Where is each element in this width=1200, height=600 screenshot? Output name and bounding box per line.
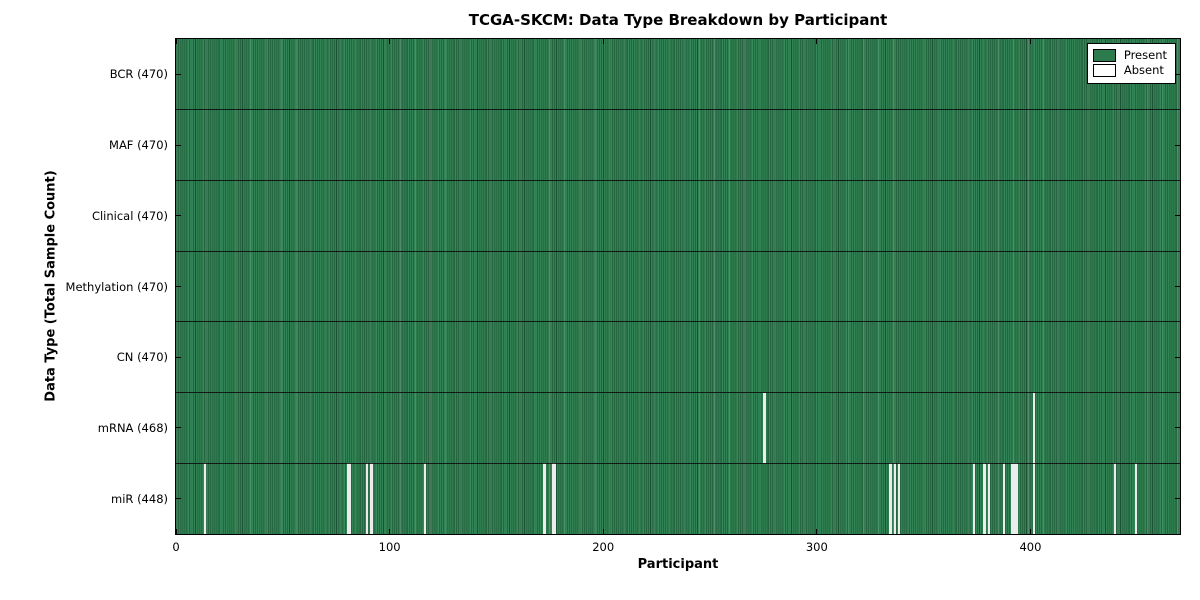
absent-gap (203, 463, 206, 534)
absent-gap (551, 463, 555, 534)
x-tick-top (602, 39, 604, 44)
absent-gap (1135, 463, 1138, 534)
y-tick-label: BCR (470) (109, 67, 168, 82)
row-separator (176, 250, 1180, 252)
absent-gap (370, 463, 373, 534)
absent-gap (1011, 463, 1014, 534)
y-tick-left (176, 286, 181, 287)
absent-gap (1015, 463, 1018, 534)
row-separator (176, 179, 1180, 181)
row-separator (176, 392, 1180, 394)
absent-gap (1032, 392, 1035, 464)
absent-gap (1032, 463, 1035, 534)
x-tick-label: 300 (805, 540, 828, 554)
y-tick-right (1175, 215, 1180, 217)
legend-label-present: Present (1123, 48, 1167, 62)
y-tick-left (176, 427, 181, 429)
absent-gap (898, 463, 901, 534)
present-swatch (1092, 49, 1116, 62)
absent-gap (983, 463, 986, 534)
absent-gap (1002, 463, 1005, 534)
absent-gap (763, 392, 766, 464)
y-tick-label: Methylation (470) (65, 279, 168, 294)
absent-gap (1113, 463, 1116, 534)
y-tick-right (1175, 73, 1180, 75)
y-tick-right (1175, 498, 1180, 500)
row-BCR (176, 39, 1180, 110)
y-tick-right (1175, 286, 1180, 287)
absent-gap (889, 463, 892, 534)
x-tick-bottom (602, 529, 604, 534)
legend: Present Absent (1086, 43, 1176, 84)
y-tick-left (176, 215, 181, 217)
row-Clinical (176, 180, 1180, 251)
absent-gap (1013, 463, 1016, 534)
absent-gap (349, 463, 352, 534)
x-tick-label: 200 (592, 540, 615, 554)
x-tick-label: 400 (1019, 540, 1042, 554)
y-tick-label: mRNA (468) (97, 420, 168, 435)
y-tick-right (1175, 427, 1180, 429)
row-Methylation (176, 251, 1180, 322)
x-tick-bottom (816, 529, 818, 534)
absent-gap (346, 463, 350, 534)
row-separator (176, 109, 1180, 111)
row-mRNA (176, 392, 1180, 464)
absent-gap (366, 463, 369, 534)
x-tick-top (389, 39, 391, 44)
y-tick-left (176, 144, 181, 146)
y-tick-left (176, 356, 181, 358)
y-tick-left (176, 498, 181, 500)
x-tick-label: 0 (172, 540, 180, 554)
y-tick-right (1175, 356, 1180, 358)
y-tick-label: CN (470) (116, 350, 168, 365)
absent-swatch (1092, 64, 1116, 77)
row-separator (176, 321, 1180, 323)
y-tick-label: Clinical (470) (91, 208, 168, 223)
x-tick-bottom (389, 529, 391, 534)
absent-gap (423, 463, 426, 534)
x-tick-bottom (1029, 529, 1031, 534)
absent-gap (543, 463, 546, 534)
x-tick-top (1029, 39, 1031, 44)
y-tick-left (176, 73, 181, 75)
legend-entry-absent: Absent (1092, 63, 1167, 77)
absent-gap (554, 463, 557, 534)
x-tick-label: 100 (378, 540, 401, 554)
x-tick-top (175, 39, 177, 44)
x-axis-label: Participant (637, 557, 719, 572)
legend-label-absent: Absent (1123, 63, 1164, 77)
plot-area: Present Absent (175, 38, 1181, 535)
chart-title: TCGA-SKCM: Data Type Breakdown by Partic… (468, 11, 888, 29)
y-tick-right (1175, 144, 1180, 146)
row-separator (176, 462, 1180, 464)
legend-entry-present: Present (1092, 48, 1167, 62)
y-tick-label: miR (448) (111, 491, 168, 506)
row-CN (176, 322, 1180, 393)
x-tick-bottom (175, 529, 177, 534)
row-miR (176, 463, 1180, 534)
x-tick-top (816, 39, 818, 44)
y-tick-label: MAF (470) (109, 138, 168, 153)
absent-gap (987, 463, 990, 534)
absent-gap (893, 463, 896, 534)
row-MAF (176, 110, 1180, 181)
absent-gap (972, 463, 975, 534)
